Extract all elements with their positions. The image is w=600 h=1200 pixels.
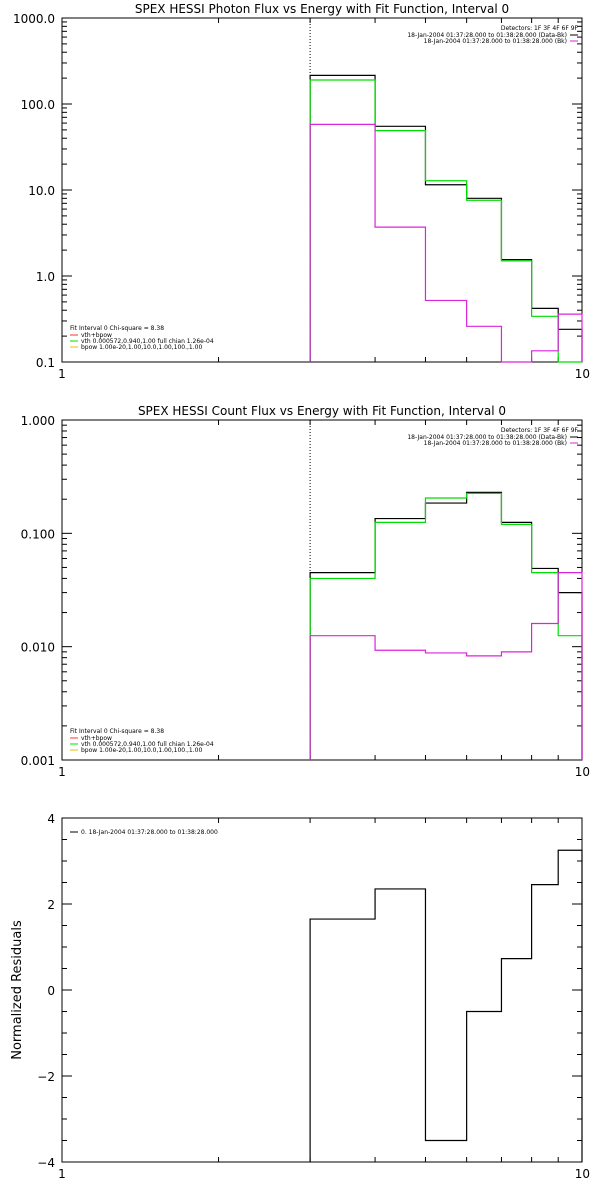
y-tick-label: 1.000	[21, 414, 55, 428]
legend-bottom-label: vth 0.000572,0.940,1.00 full chian 1.26e…	[81, 338, 214, 345]
x-tick-label: 1	[58, 367, 66, 381]
legend-top-header: Detectors: 1F 3F 4F 6F 9F	[501, 427, 579, 434]
x-tick-label: 1	[58, 1167, 66, 1181]
y-tick-label: 0	[47, 984, 55, 998]
y-tick-label: 1000.0	[13, 12, 55, 26]
y-axis-label: Normalized Residuals	[10, 920, 25, 1060]
series-magenta-histogram	[309, 572, 583, 760]
y-tick-label: −2	[37, 1070, 55, 1084]
y-tick-label: 10.0	[28, 184, 55, 198]
legend-bottom-label: bpow 1.00e-20,1.00,10.0,1.00,100.,1.00	[81, 747, 202, 754]
x-tick-label: 10	[575, 367, 590, 381]
legend-top-label: 18-Jan-2004 01:37:28.000 to 01:38:28.000…	[407, 32, 567, 39]
legend-bottom-label: vth 0.000572,0.940,1.00 full chian 1.26e…	[81, 741, 214, 748]
x-tick-label: 10	[575, 1167, 590, 1181]
y-tick-label: 2	[47, 898, 55, 912]
y-tick-label: 0.010	[21, 641, 55, 655]
legend-top-label: 18-Jan-2004 01:37:28.000 to 01:38:28.000…	[424, 38, 567, 45]
y-tick-label: 4	[47, 812, 55, 826]
series-magenta-histogram	[309, 123, 583, 363]
legend-bottom-header: Fit Interval 0 Chi-square = 8.38	[70, 728, 164, 735]
x-tick-label: 10	[575, 765, 590, 779]
legend-top-label: 0. 18-Jan-2004 01:37:28.000 to 01:38:28.…	[81, 829, 218, 836]
y-tick-label: −4	[37, 1156, 55, 1170]
series-black-histogram	[309, 849, 583, 1162]
plot-2: 1 10 −4 −2 0 2 4 Normalized Residuals 0. 18-Jan-…	[10, 812, 590, 1181]
plot-0: SPEX HESSI Photon Flux vs Energy with Fi…	[13, 2, 590, 381]
y-tick-label: 100.0	[21, 98, 55, 112]
y-tick-label: 0.1	[36, 356, 55, 370]
legend-top-label: 18-Jan-2004 01:37:28.000 to 01:38:28.000…	[424, 440, 567, 447]
x-tick-label: 1	[58, 765, 66, 779]
legend-bottom-label: bpow 1.00e-20,1.00,10.0,1.00,100.,1.00	[81, 344, 202, 351]
y-tick-label: 1.0	[36, 270, 55, 284]
y-tick-label: 0.001	[21, 754, 55, 768]
y-tick-label: 0.100	[21, 527, 55, 541]
series-green-histogram	[309, 79, 582, 363]
legend-bottom-label: vth+bpow	[81, 735, 112, 742]
legend-top-label: 18-Jan-2004 01:37:28.000 to 01:38:28.000…	[407, 434, 567, 441]
legend-bottom-header: Fit Interval 0 Chi-square = 8.38	[70, 325, 164, 332]
plots-layer: SPEX HESSI Photon Flux vs Energy with Fi…	[10, 2, 590, 1181]
plot-title: SPEX HESSI Photon Flux vs Energy with Fi…	[135, 2, 509, 16]
legend-bottom-label: vth+bpow	[81, 332, 112, 339]
legend-top-header: Detectors: 1F 3F 4F 6F 9F	[501, 25, 579, 32]
plot-1: SPEX HESSI Count Flux vs Energy with Fit…	[21, 404, 590, 779]
plot-title: SPEX HESSI Count Flux vs Energy with Fit…	[138, 404, 506, 418]
